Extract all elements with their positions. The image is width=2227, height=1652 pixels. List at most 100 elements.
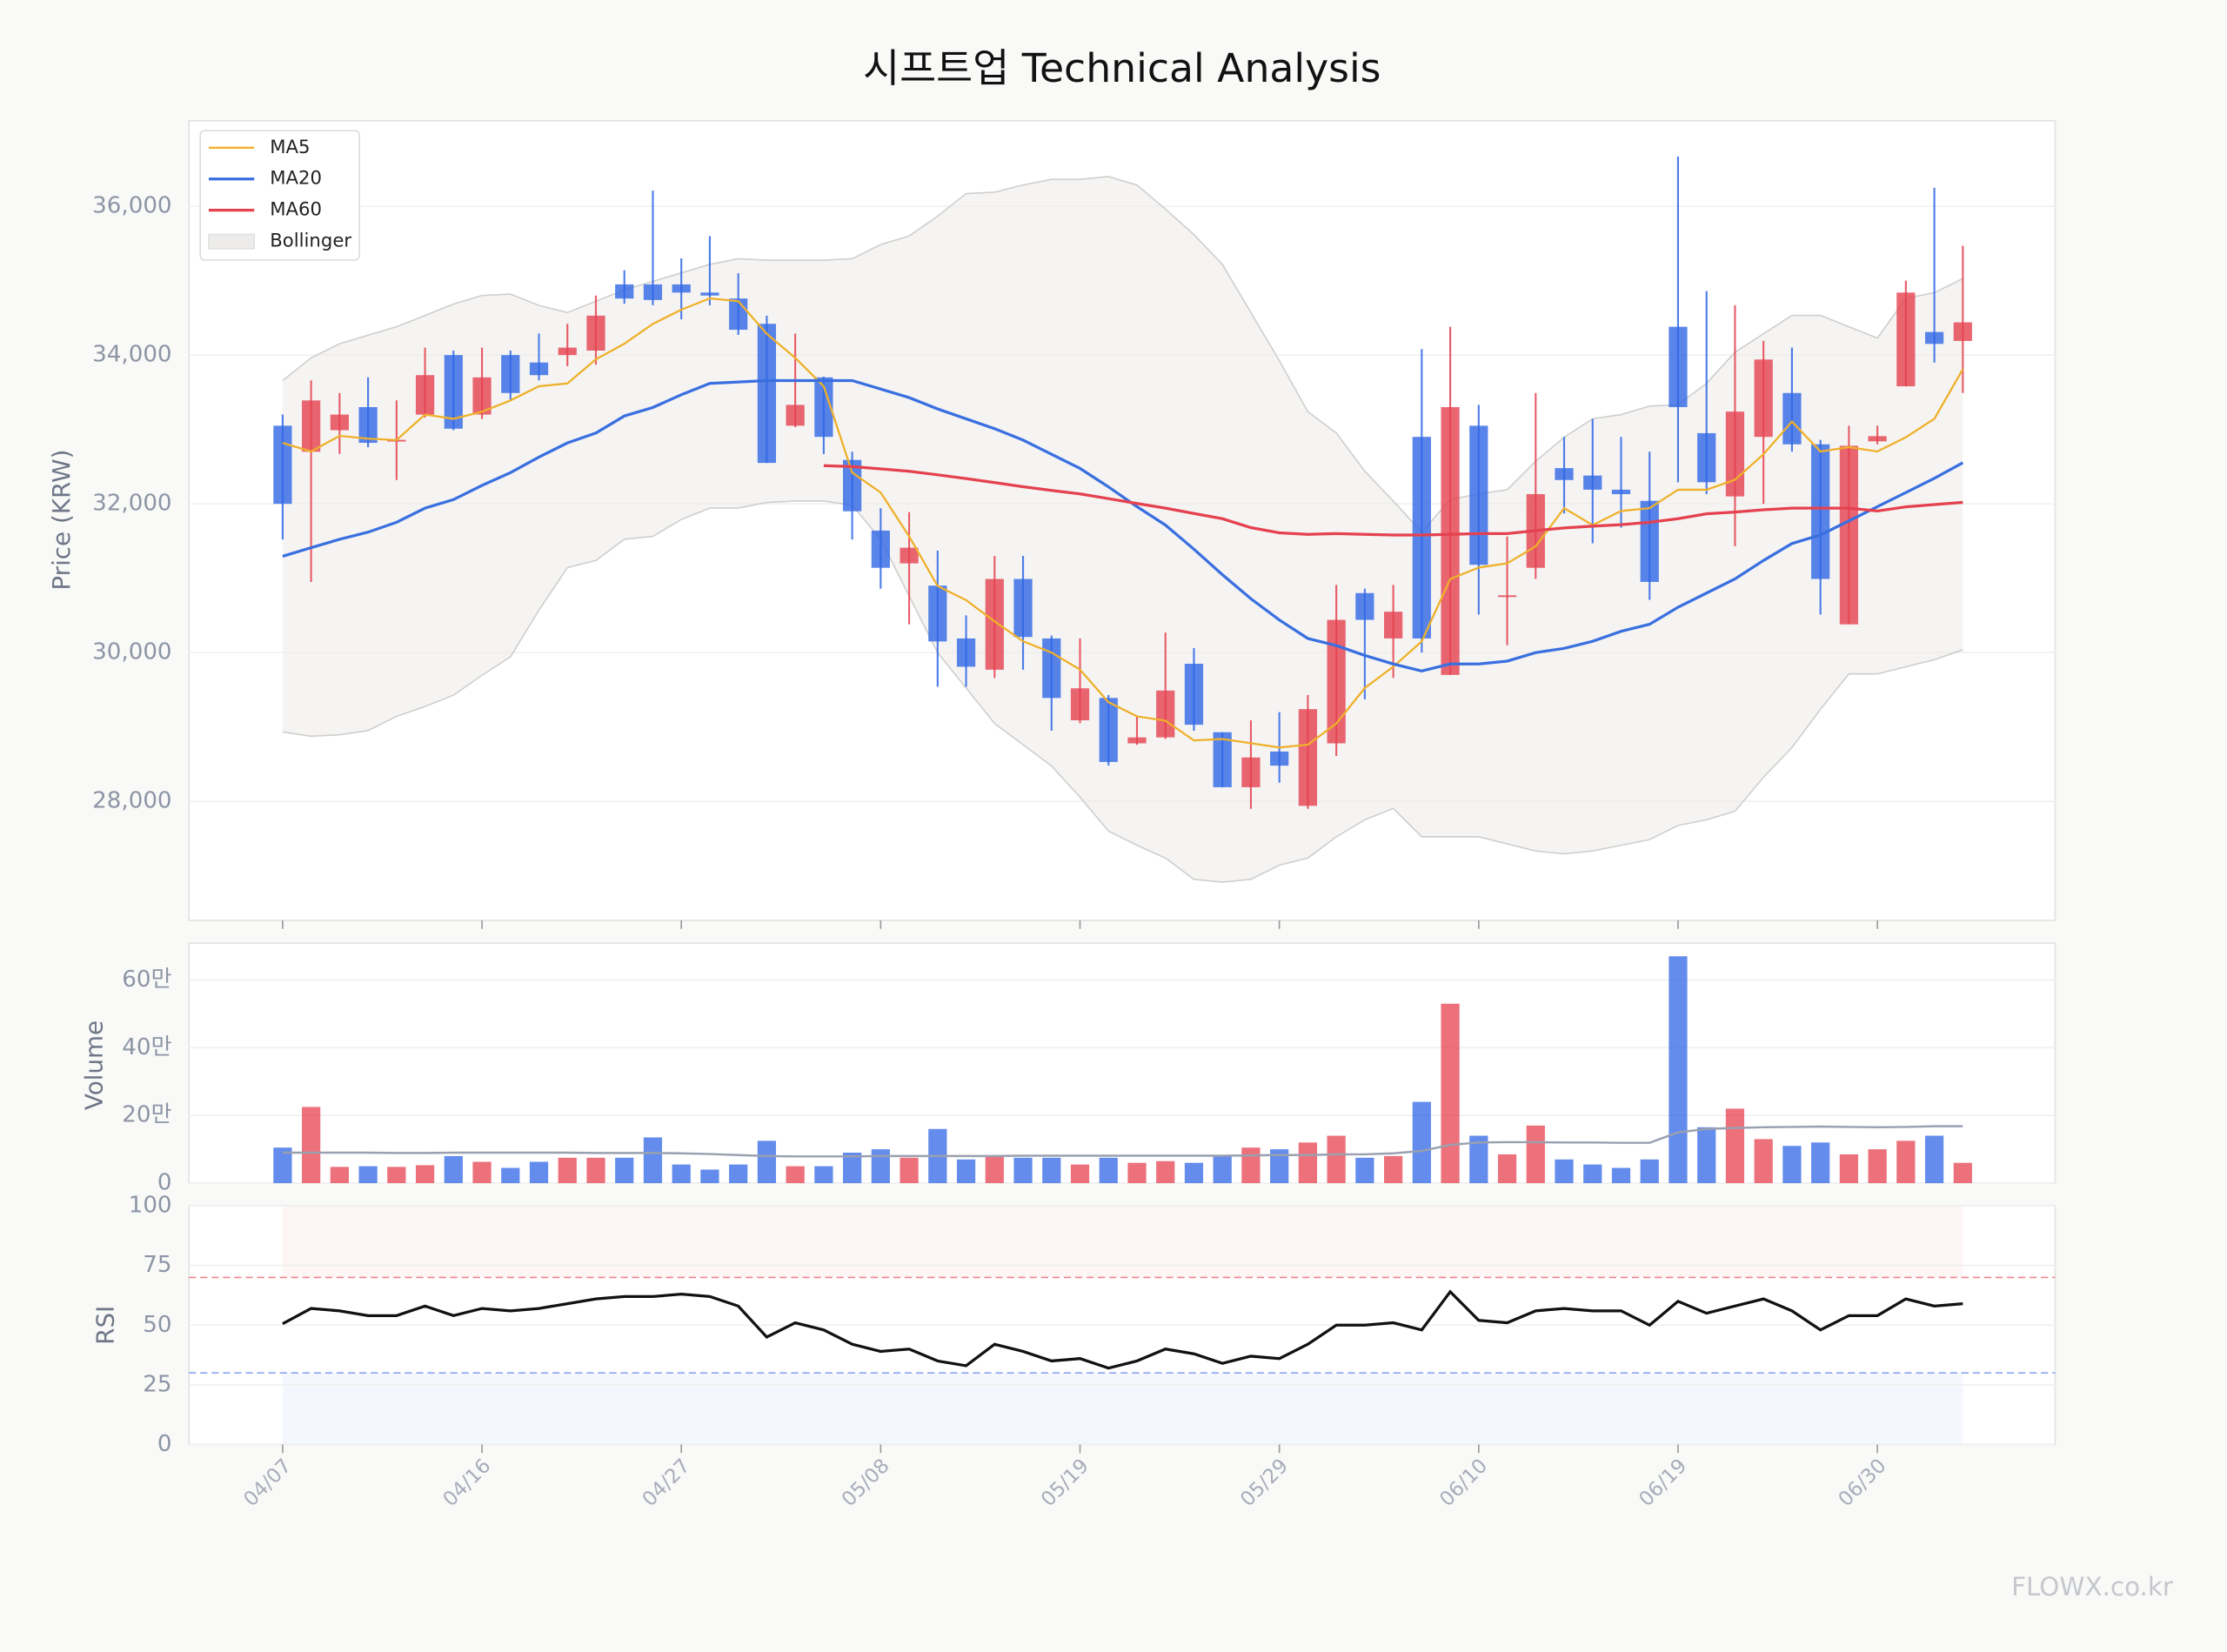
- y-tick-label: 0: [157, 1170, 172, 1196]
- volume-bar: [1156, 1160, 1175, 1184]
- y-tick-label: 36,000: [92, 193, 171, 219]
- candle-body: [729, 298, 748, 331]
- volume-bar: [985, 1155, 1004, 1184]
- volume-bar: [956, 1159, 976, 1184]
- candle-body: [1555, 468, 1574, 480]
- volume-bar: [1184, 1162, 1204, 1184]
- volume-bar: [1611, 1167, 1631, 1184]
- volume-bar: [330, 1167, 349, 1184]
- volume-bar: [1270, 1149, 1289, 1184]
- volume-panel: [188, 942, 2056, 1184]
- volume-bar: [1839, 1154, 1858, 1184]
- y-tick-label: 25: [143, 1371, 171, 1397]
- volume-bar: [1327, 1135, 1346, 1184]
- y-axis-label: RSI: [90, 1306, 119, 1345]
- candle-body: [1839, 445, 1858, 625]
- candle-body: [302, 400, 321, 452]
- candle-body: [1953, 322, 1972, 341]
- candle-body: [1099, 698, 1118, 762]
- volume-bar: [786, 1166, 805, 1184]
- y-tick-label: 60만: [122, 966, 171, 993]
- candle-body: [1697, 432, 1716, 483]
- volume-bar: [729, 1164, 748, 1184]
- y-tick-label: 100: [129, 1193, 172, 1219]
- candle-body: [1611, 489, 1631, 495]
- candle-body: [843, 459, 862, 512]
- volume-bar: [529, 1161, 549, 1184]
- volume-bar: [1953, 1162, 1972, 1184]
- volume-bar: [387, 1167, 406, 1184]
- candle-body: [1782, 392, 1802, 445]
- volume-bar: [586, 1157, 605, 1184]
- legend-label: Bollinger: [270, 231, 351, 252]
- candle-body: [1327, 619, 1346, 744]
- candle-body: [1070, 688, 1090, 720]
- legend-label: MA60: [270, 199, 322, 221]
- candle-body: [1241, 757, 1261, 787]
- y-tick-label: 75: [143, 1252, 171, 1278]
- volume-bar: [1441, 1003, 1460, 1184]
- candle-body: [757, 324, 777, 464]
- volume-bar: [1383, 1155, 1403, 1184]
- volume-bar: [1583, 1164, 1602, 1184]
- legend-label: MA20: [270, 168, 322, 190]
- volume-bar: [558, 1157, 577, 1184]
- candle-body: [586, 315, 605, 351]
- candle-body: [956, 638, 976, 667]
- volume-bar: [1013, 1157, 1033, 1184]
- volume-bar: [1469, 1135, 1488, 1184]
- candle-body: [1270, 751, 1289, 766]
- candle-body: [1811, 444, 1830, 579]
- legend-box: [199, 130, 360, 261]
- candle-body: [1725, 411, 1745, 497]
- candle-body: [871, 530, 890, 568]
- volume-ma: [282, 1125, 1963, 1158]
- volume-bar: [615, 1157, 634, 1184]
- candle-body: [273, 425, 292, 505]
- volume-bar: [1782, 1146, 1802, 1184]
- volume-bar: [1298, 1142, 1318, 1184]
- candle-body: [1896, 292, 1916, 387]
- candle-body: [1013, 579, 1033, 638]
- candle-body: [558, 347, 577, 356]
- candle-body: [615, 284, 634, 299]
- candle-body: [1355, 592, 1374, 620]
- y-axis-label: Price (KRW): [47, 450, 76, 591]
- volume-bar: [1099, 1157, 1118, 1184]
- volume-bar: [1355, 1157, 1374, 1184]
- rsi-line: [282, 1289, 1963, 1370]
- candle-body: [928, 585, 947, 642]
- volume-bar: [757, 1140, 777, 1184]
- candle-body: [330, 414, 349, 431]
- candle-body: [1184, 663, 1204, 726]
- y-tick-label: 32,000: [92, 491, 171, 517]
- candle-body: [415, 375, 435, 415]
- volume-bar: [302, 1107, 321, 1184]
- volume-bar: [472, 1161, 492, 1184]
- candle-body: [814, 377, 833, 438]
- candle-body: [472, 377, 492, 415]
- candle-body: [672, 284, 691, 293]
- volume-bar: [1697, 1127, 1716, 1184]
- volume-bar: [444, 1155, 463, 1184]
- volume-bar: [1896, 1140, 1916, 1184]
- candle-body: [1669, 326, 1688, 408]
- volume-bar: [1640, 1159, 1659, 1184]
- candle-body: [358, 407, 378, 444]
- candle-body: [1412, 437, 1431, 639]
- volume-bar: [415, 1165, 435, 1184]
- volume-bar: [1811, 1142, 1830, 1184]
- candle-body: [985, 579, 1004, 670]
- oversold-zone: [282, 1373, 1963, 1445]
- volume-bar: [1555, 1159, 1574, 1184]
- y-tick-label: 34,000: [92, 342, 171, 368]
- candle-body: [643, 284, 663, 300]
- ma-line: [282, 378, 1964, 673]
- candle-body: [1868, 436, 1887, 442]
- candle-body: [700, 292, 719, 296]
- candle-body: [786, 405, 805, 426]
- candle-body: [1469, 425, 1488, 565]
- volume-bar: [1127, 1162, 1147, 1184]
